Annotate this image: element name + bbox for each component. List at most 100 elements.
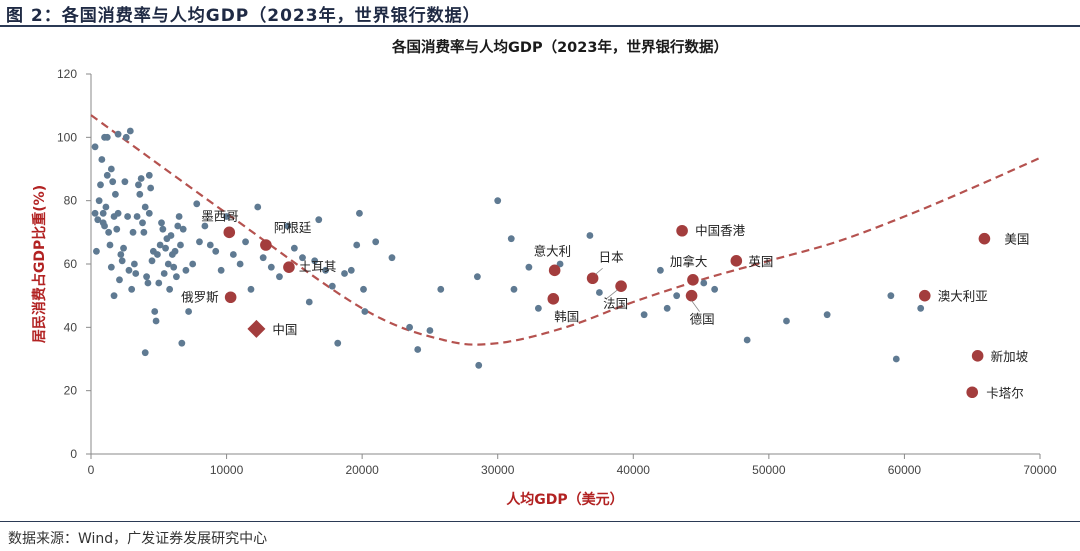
other-country-point <box>141 349 149 357</box>
other-country-point <box>158 219 165 227</box>
other-country-point <box>299 254 306 262</box>
other-country-point <box>534 304 542 312</box>
y-axis: 0 20 40 60 80 100 120 <box>57 67 92 461</box>
other-country-point <box>135 181 142 189</box>
x-axis: 0 10000 20000 30000 40000 50000 60000 70000 <box>88 453 1057 477</box>
highlight-point-8 <box>586 272 599 285</box>
other-country-point <box>167 232 175 239</box>
other-country-point <box>586 232 594 239</box>
other-country-point <box>160 270 168 277</box>
other-country-point <box>155 279 163 287</box>
other-country-point <box>122 133 130 141</box>
footer-rule <box>0 521 1080 522</box>
highlight-label-10: 意大利 <box>534 243 572 258</box>
chart-title: 各国消费率与人均GDP（2023年，世界银行数据） <box>391 38 728 56</box>
other-country-point <box>99 209 107 217</box>
other-country-point <box>510 285 518 293</box>
header-rule <box>0 25 1080 27</box>
highlight-label-1: 澳大利亚 <box>938 289 988 304</box>
other-country-point <box>94 216 102 224</box>
other-country-point <box>175 213 183 220</box>
other-country-point <box>173 273 180 281</box>
other-country-point <box>185 308 193 315</box>
other-country-point <box>156 241 164 249</box>
y-tick-label: 20 <box>64 384 78 398</box>
other-country-point <box>201 222 209 230</box>
highlight-point-4 <box>676 224 688 237</box>
other-country-point <box>267 263 275 271</box>
highlight-label-12: 墨西哥 <box>201 208 239 223</box>
highlight-label-6: 加拿大 <box>670 254 708 269</box>
other-country-point <box>328 282 336 290</box>
x-axis-title: 人均GDP（美元） <box>506 491 623 508</box>
other-country-point <box>143 273 150 281</box>
x-tick-label: 0 <box>88 463 95 477</box>
other-country-point <box>347 266 355 274</box>
highlight-point-14 <box>283 261 295 273</box>
scatter-chart: 各国消费率与人均GDP（2023年，世界银行数据） 0 20 40 60 80 100 12… <box>31 38 1057 508</box>
other-country-point <box>126 127 134 135</box>
other-country-point <box>341 270 348 277</box>
other-country-point <box>276 273 283 281</box>
y-tick-label: 60 <box>64 257 78 271</box>
other-country-point <box>640 311 648 319</box>
other-country-point <box>145 209 153 217</box>
highlight-label-8: 日本 <box>599 249 625 264</box>
source-note: 数据来源：Wind，广发证券发展研究中心 <box>8 531 268 547</box>
other-country-point <box>114 209 122 217</box>
other-country-point <box>247 285 255 293</box>
other-country-point <box>154 251 161 258</box>
other-country-point <box>159 225 167 233</box>
other-country-point <box>525 263 533 271</box>
highlight-point-1 <box>918 289 931 302</box>
figure-title: 图 2：各国消费率与人均GDP（2023年，世界银行数据） <box>6 6 481 26</box>
x-tick-label: 60000 <box>888 463 922 477</box>
other-country-point <box>700 279 708 287</box>
highlight-point-9 <box>615 280 627 292</box>
label-leader <box>595 267 603 275</box>
other-country-point <box>595 289 603 296</box>
other-country-point <box>284 222 291 230</box>
other-country-point <box>120 244 127 252</box>
other-country-point <box>125 266 133 274</box>
other-country-point <box>783 317 790 325</box>
other-country-point <box>254 203 262 211</box>
other-country-point <box>129 228 137 236</box>
highlight-point-15 <box>224 291 237 304</box>
y-tick-label: 0 <box>70 447 77 461</box>
highlight-point-16 <box>247 319 266 338</box>
other-country-point <box>322 266 329 274</box>
other-country-point <box>132 270 140 277</box>
highlight-point-11 <box>547 293 560 305</box>
other-country-point <box>116 276 123 284</box>
other-country-point <box>170 263 178 271</box>
other-country-point <box>107 263 115 271</box>
highlight-label-9: 法国 <box>603 296 628 311</box>
other-country-point <box>102 203 110 211</box>
other-country-point <box>137 175 145 182</box>
figure-header: 图 2：各国消费率与人均GDP（2023年，世界银行数据） <box>0 0 1080 27</box>
other-country-point <box>507 235 515 243</box>
highlight-label-4: 中国香港 <box>695 223 746 238</box>
highlight-point-2 <box>971 350 984 362</box>
other-country-point <box>140 228 148 236</box>
other-country-point <box>95 197 103 205</box>
other-country-point <box>128 285 136 293</box>
y-axis-title: 居民消费占GDP比重(%) <box>31 185 48 343</box>
other-country-point <box>223 213 230 220</box>
other-country-point <box>414 346 422 353</box>
other-country-point <box>743 336 751 344</box>
highlight-point-7 <box>685 289 698 302</box>
other-country-point <box>372 238 380 246</box>
other-country-point <box>206 241 214 249</box>
other-country-point <box>105 228 113 236</box>
label-leader <box>691 300 700 312</box>
other-country-point <box>556 260 564 268</box>
highlight-point-0 <box>978 232 991 245</box>
highlight-label-7: 德国 <box>690 312 715 327</box>
x-tick-label: 40000 <box>617 463 651 477</box>
other-country-point <box>151 308 159 315</box>
highlight-label-5: 英国 <box>748 254 773 269</box>
highlight-point-10 <box>548 264 561 277</box>
other-country-point <box>136 190 144 198</box>
